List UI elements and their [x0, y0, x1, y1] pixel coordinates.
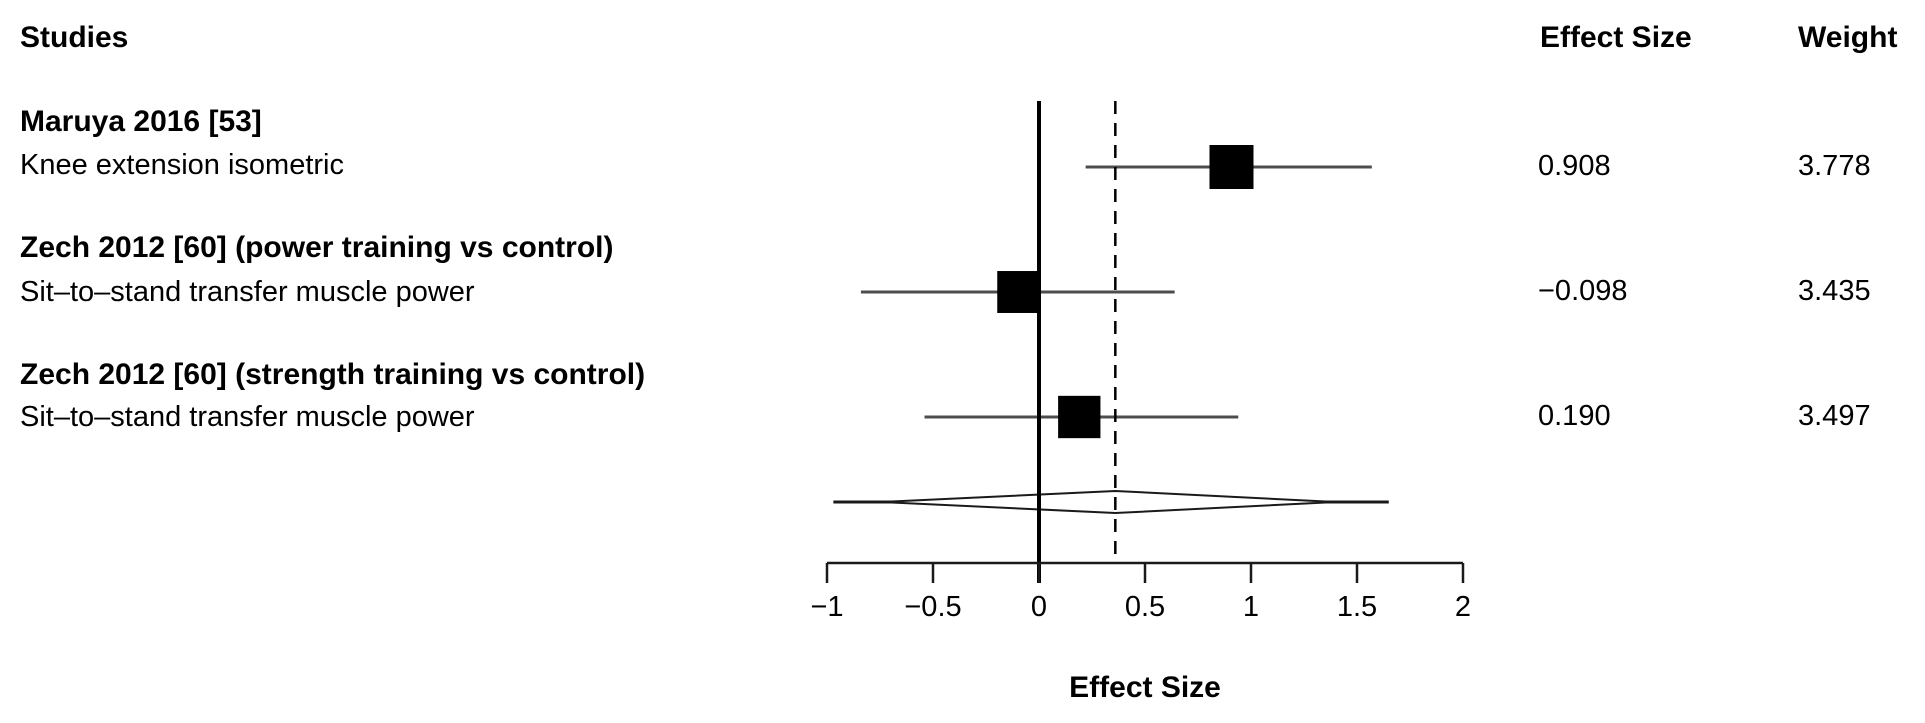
study-effect-size-value: 0.190	[1538, 400, 1611, 432]
x-axis-tick-label: 0	[1031, 591, 1047, 623]
studies-column-header: Studies	[20, 21, 129, 54]
study-effect-marker	[1058, 395, 1101, 439]
x-axis-tick-label: 1.5	[1337, 591, 1377, 623]
study-outcome: Knee extension isometric	[20, 149, 344, 181]
study-weight-value: 3.497	[1798, 400, 1871, 432]
study-effect-marker	[997, 271, 1040, 313]
x-axis-tick-label: 1	[1243, 591, 1259, 623]
weight-column-header: Weight	[1798, 21, 1898, 54]
study-weight-value: 3.778	[1798, 150, 1871, 182]
study-label: Zech 2012 [60] (strength training vs con…	[20, 358, 646, 391]
x-axis-tick-label: 0.5	[1125, 591, 1165, 623]
x-axis-tick-label: 2	[1455, 591, 1471, 623]
effect-size-column-header: Effect Size	[1540, 21, 1692, 54]
study-outcome: Sit–to–stand transfer muscle power	[20, 401, 475, 433]
study-outcome: Sit–to–stand transfer muscle power	[20, 276, 475, 308]
study-effect-marker	[1209, 145, 1254, 189]
summary-diamond	[882, 489, 1336, 515]
study-weight-value: 3.435	[1798, 275, 1871, 307]
study-label: Maruya 2016 [53]	[20, 105, 262, 138]
x-axis-tick-label: −0.5	[904, 591, 961, 623]
x-axis-title: Effect Size	[1069, 671, 1221, 704]
x-axis-tick-label: −1	[810, 591, 843, 623]
study-effect-size-value: 0.908	[1538, 150, 1611, 182]
study-effect-size-value: −0.098	[1538, 275, 1628, 307]
study-label: Zech 2012 [60] (power training vs contro…	[20, 231, 614, 264]
